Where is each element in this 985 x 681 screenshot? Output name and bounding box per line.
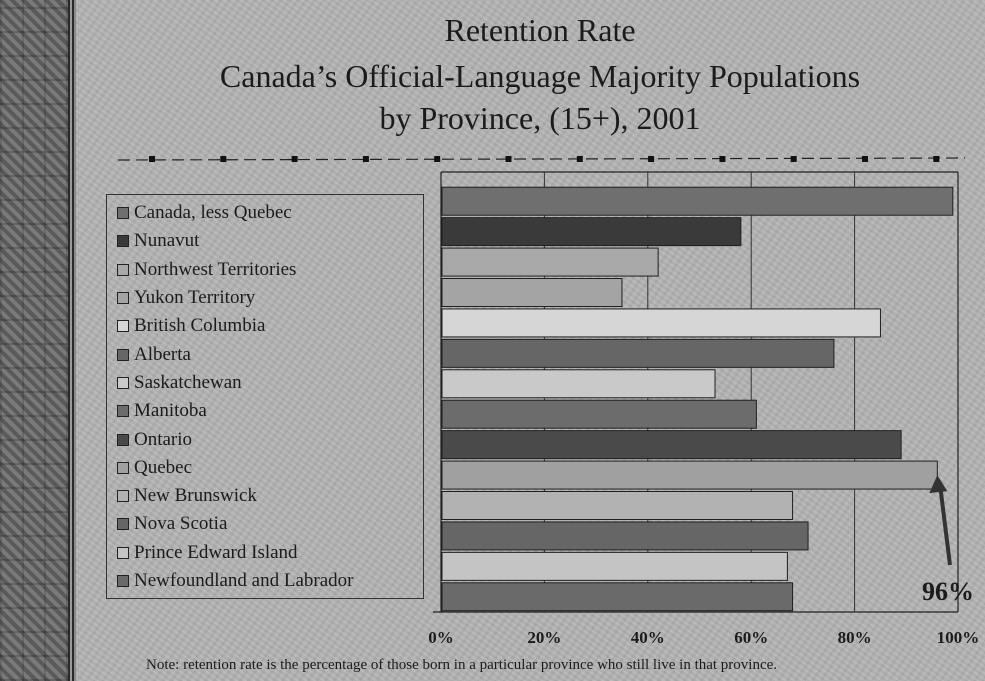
bar-nunavut (441, 217, 742, 247)
chart-legend: Canada, less Quebec Nunavut Northwest Terr… (106, 194, 424, 599)
rule-marker (648, 156, 655, 162)
decorative-side-border (68, 0, 76, 681)
legend-label: Manitoba (134, 400, 207, 422)
legend-swatch (117, 461, 129, 474)
legend-item: Quebec (107, 454, 423, 482)
legend-label: Yukon Territory (134, 287, 256, 309)
legend-swatch (117, 320, 129, 333)
bar-nova-scotia (441, 521, 809, 551)
legend-label: British Columbia (134, 315, 266, 337)
bar-new-brunswick (441, 491, 794, 520)
bar-ontario (441, 430, 902, 460)
legend-swatch (117, 263, 129, 276)
legend-label: Canada, less Quebec (134, 202, 292, 224)
rule-marker (362, 156, 369, 162)
x-tick-label: 100% (937, 628, 980, 647)
legend-item: Alberta (107, 340, 423, 368)
rule-marker (790, 156, 797, 162)
chart-bars (441, 186, 954, 612)
decorative-side-strip (0, 0, 68, 681)
bar-manitoba (441, 399, 757, 429)
legend-item: Nunavut (107, 227, 423, 255)
legend-item: Canada, less Quebec (107, 199, 423, 227)
legend-label: Prince Edward Island (134, 541, 298, 563)
legend-item: Yukon Territory (107, 284, 423, 312)
rule-marker (933, 156, 940, 162)
rule-marker (719, 156, 726, 162)
x-tick-label: 40% (631, 628, 665, 647)
rule-marker (434, 156, 441, 162)
legend-swatch (117, 518, 129, 531)
bar-alberta (441, 338, 835, 368)
chart-note: Note: retention rate is the percentage o… (146, 657, 778, 673)
x-axis-ticks: 0% 20% 40% 60% 80% 100% (428, 628, 979, 647)
x-tick-label: 60% (734, 628, 768, 647)
rule-marker (576, 156, 583, 162)
legend-swatch (117, 546, 129, 559)
legend-item: Northwest Territories (107, 256, 423, 284)
bar-newfoundland-and-labrador (441, 582, 794, 612)
legend-swatch (117, 490, 129, 503)
x-tick-label: 0% (428, 628, 454, 647)
legend-swatch (117, 235, 129, 248)
rule-marker (862, 156, 868, 162)
legend-label: Quebec (134, 456, 193, 478)
bar-yukon-territory (441, 278, 623, 307)
legend-label: Alberta (134, 343, 191, 365)
legend-item: Saskatchewan (107, 369, 423, 397)
x-tick-label: 20% (527, 628, 561, 647)
legend-label: New Brunswick (134, 485, 257, 507)
legend-swatch (117, 433, 129, 446)
bar-british-columbia (441, 308, 881, 338)
legend-swatch (117, 405, 129, 418)
annotation-label: 96% (922, 577, 974, 606)
legend-label: Newfoundland and Labrador (134, 570, 354, 591)
annotation-arrow-shaft (938, 486, 952, 566)
legend-item: Ontario (107, 425, 423, 453)
legend-label: Nova Scotia (134, 513, 228, 535)
rule-marker (291, 156, 298, 162)
bar-quebec (441, 460, 938, 490)
chart-title-line-1: Retention Rate (444, 12, 636, 48)
bar-canada-less-quebec (441, 186, 954, 216)
rule-marker (505, 156, 512, 162)
x-tick-label: 80% (838, 628, 872, 647)
bar-saskatchewan (441, 369, 716, 399)
legend-swatch (117, 292, 129, 305)
chart-title-line-2: Canada’s Official-Language Majority Popu… (219, 58, 861, 94)
dashed-rule (117, 157, 966, 161)
legend-item: New Brunswick (107, 482, 423, 510)
legend-item: Manitoba (107, 397, 423, 425)
legend-swatch (117, 348, 129, 361)
legend-label: Northwest Territories (134, 258, 297, 280)
legend-item: Prince Edward Island (107, 539, 423, 567)
bar-prince-edward-island (441, 551, 788, 581)
bar-northwest-territories (441, 247, 659, 277)
legend-item: Newfoundland and Labrador (107, 567, 423, 595)
legend-swatch (117, 376, 129, 389)
rule-marker (220, 156, 227, 162)
rule-marker (149, 156, 155, 162)
annotation-arrow-head (929, 475, 948, 494)
legend-label: Saskatchewan (134, 371, 242, 393)
decorative-dashed-line (117, 156, 966, 162)
legend-swatch (117, 207, 129, 220)
legend-label: Nunavut (134, 230, 200, 252)
legend-label: Ontario (134, 428, 193, 450)
legend-item: Nova Scotia (107, 510, 423, 538)
annotation-group: 96% (922, 475, 974, 606)
legend-swatch (117, 575, 129, 587)
legend-item: British Columbia (107, 312, 423, 340)
chart-title-line-3: by Province, (15+), 2001 (379, 100, 701, 136)
